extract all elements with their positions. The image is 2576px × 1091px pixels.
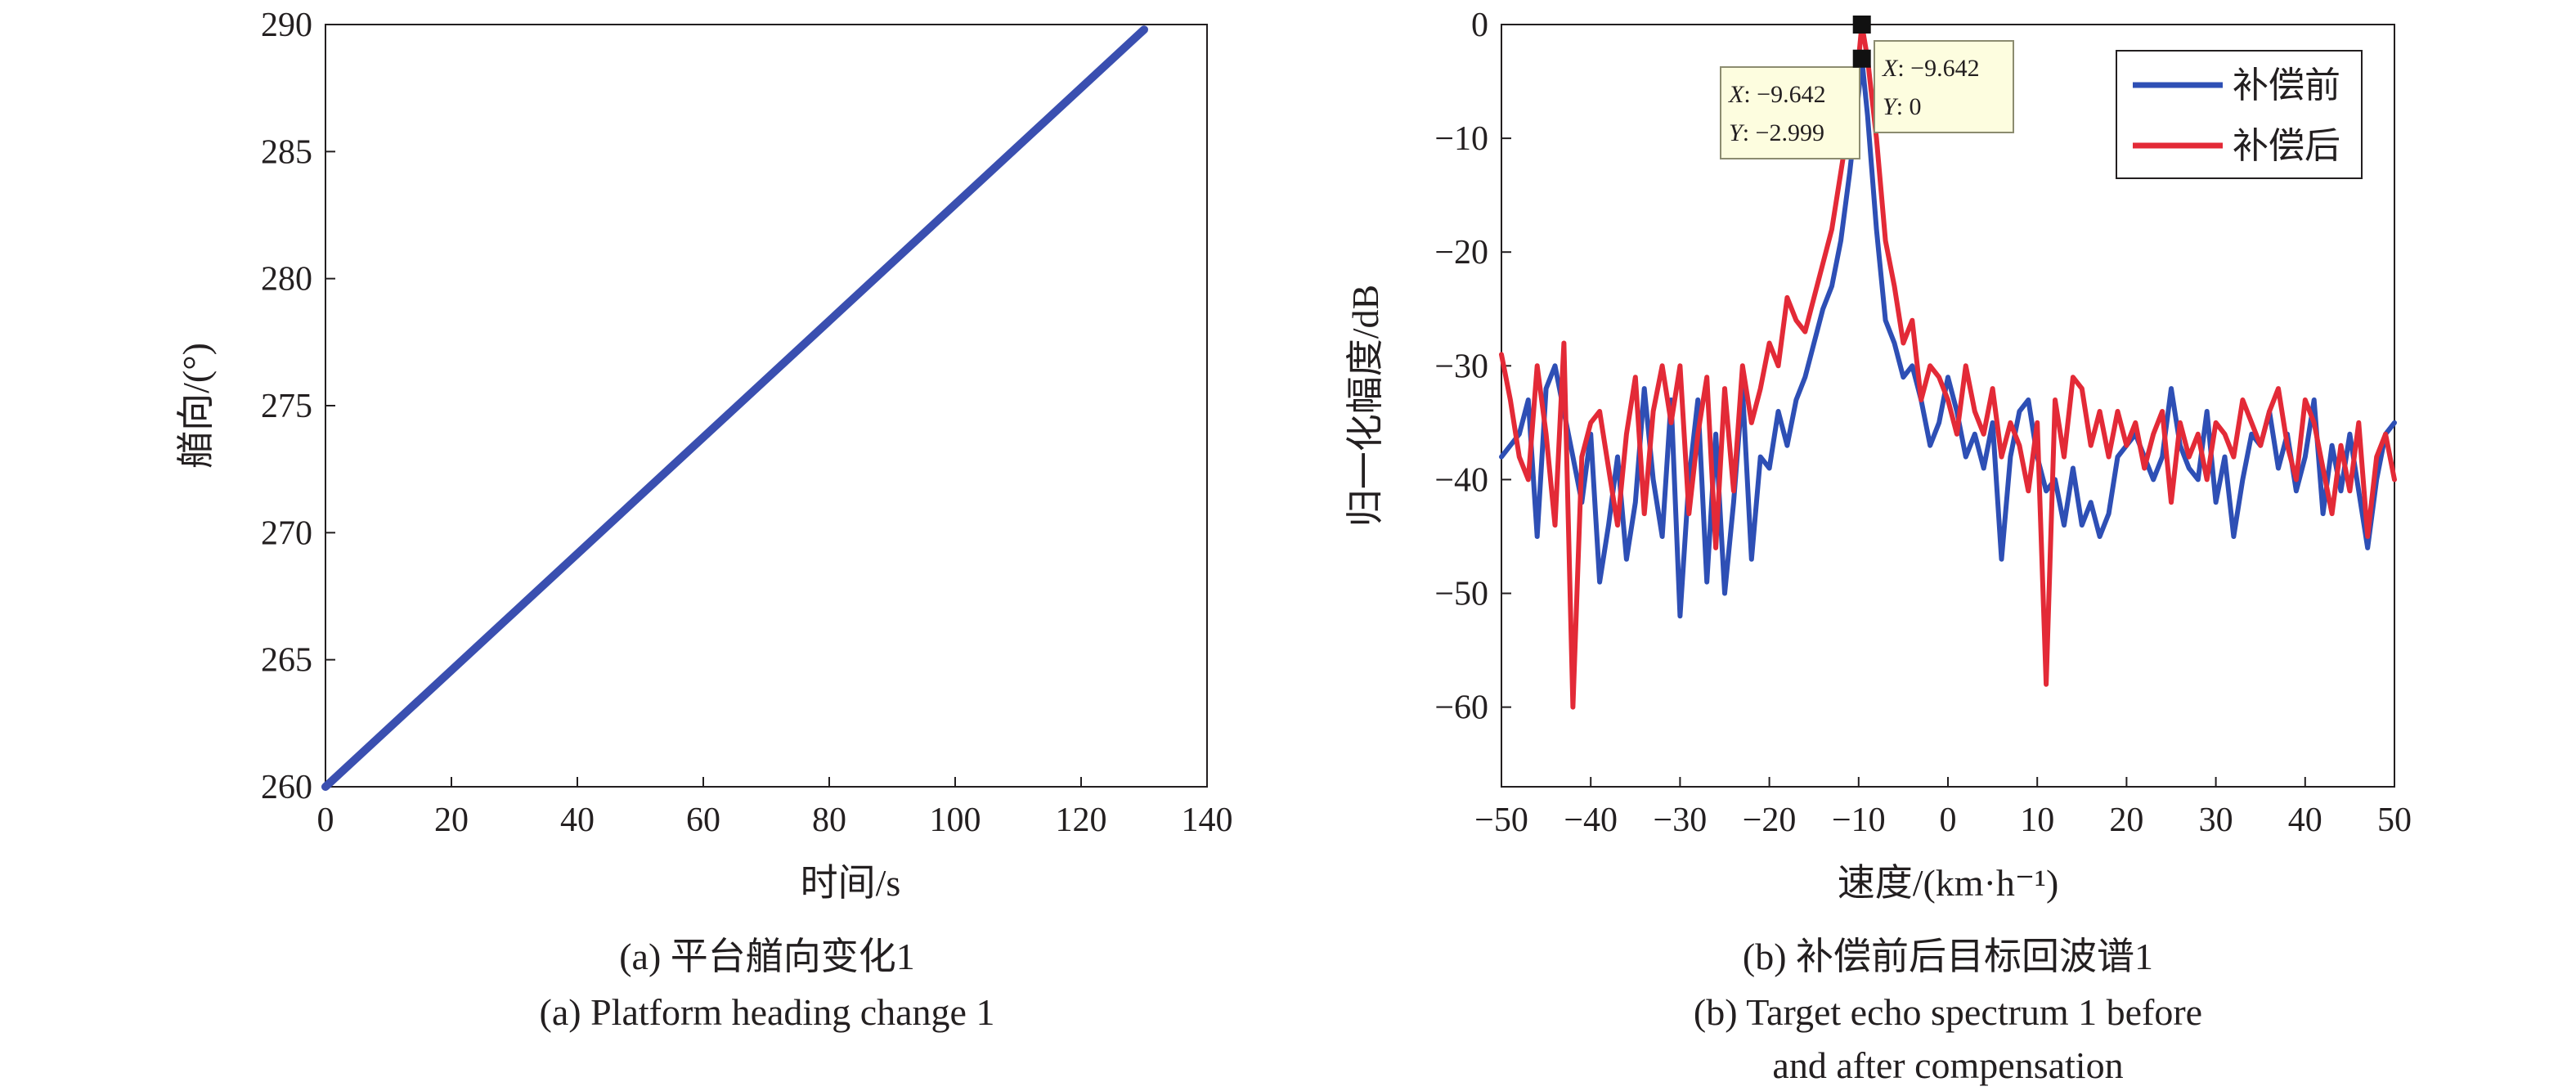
y-tick-label: 290 [261, 7, 312, 44]
y-tick-label: 265 [261, 642, 312, 680]
panel-a-x-axis-label: 时间/s [801, 862, 901, 904]
x-tick-label: 140 [1182, 801, 1233, 839]
x-tick-label: 50 [2377, 801, 2412, 839]
x-tick-label: 20 [2109, 801, 2143, 839]
panel-b-y-ticks: 0 −10 −20 −30 −40 −50 −60 [1434, 7, 1511, 727]
legend-label-before: 补偿前 [2233, 65, 2340, 106]
y-tick-label: −30 [1434, 348, 1488, 385]
panel-b-legend: 补偿前 补偿后 [2116, 50, 2363, 179]
y-tick-label: −50 [1434, 576, 1488, 613]
panel-b-series [1499, 22, 2397, 710]
panel-a-heading-chart: 260 265 270 275 280 285 290 0 20 40 60 80 100 120 140… [175, 7, 1233, 1033]
panel-b-x-axis-label: 速度/(km·h⁻¹) [1838, 862, 2059, 904]
panel-b-caption-zh: (b) 补偿前后目标回波谱1 [1743, 936, 2153, 977]
x-tick-label: −40 [1564, 801, 1618, 839]
panel-a-y-ticks: 260 265 270 275 280 285 290 [261, 7, 335, 806]
panel-b-x-ticks: −50 −40 −30 −20 −10 0 10 20 30 40 50 [1474, 777, 2412, 839]
y-tick-label: −40 [1434, 461, 1488, 499]
x-tick-label: 0 [1940, 801, 1957, 839]
y-tick-label: −20 [1434, 234, 1488, 272]
y-tick-label: 0 [1471, 7, 1488, 44]
panel-b-y-axis-label: 归一化幅度/dB [1344, 285, 1386, 527]
panel-b-caption-en-line2: and after compensation [1772, 1044, 2123, 1086]
x-tick-label: 40 [2288, 801, 2322, 839]
data-tip-marker [1852, 16, 1871, 34]
y-tick-label: −10 [1434, 120, 1488, 158]
legend-box [2116, 50, 2363, 179]
data-tip-x: X: −9.642 [1728, 81, 1826, 108]
x-tick-label: −30 [1654, 801, 1708, 839]
series-line-补偿后 [1499, 22, 2397, 710]
panel-b-data-tips: X: −9.642 Y: −2.999 X: −9.642 Y: 0 [1720, 16, 2014, 159]
x-tick-label: −50 [1474, 801, 1528, 839]
panel-a-series [321, 25, 1148, 791]
x-tick-label: −20 [1743, 801, 1797, 839]
data-tip-y: Y: −2.999 [1729, 119, 1824, 146]
y-tick-label: 260 [261, 769, 312, 806]
x-tick-label: 60 [686, 801, 720, 839]
x-tick-label: 30 [2199, 801, 2233, 839]
panel-b-caption-en-line1: (b) Target echo spectrum 1 before [1694, 991, 2202, 1033]
panel-a-y-axis-label: 艏向/(°) [175, 343, 217, 469]
data-tip-box [1874, 40, 2014, 133]
series-line-补偿前 [1499, 56, 2397, 619]
y-tick-label: 270 [261, 514, 312, 552]
x-tick-label: 0 [317, 801, 334, 839]
panel-b-spectrum-chart: 0 −10 −20 −30 −40 −50 −60 −50 −40 −30 −20 −10 0 10 20… [1344, 7, 2412, 1086]
series-line-series-0 [321, 25, 1148, 791]
y-tick-label: 285 [261, 133, 312, 171]
data-tip-y: Y: 0 [1883, 93, 1922, 120]
y-tick-label: −60 [1434, 689, 1488, 727]
y-tick-label: 275 [261, 388, 312, 425]
data-tip-box [1720, 66, 1860, 159]
x-tick-label: 20 [434, 801, 469, 839]
x-tick-label: −10 [1832, 801, 1886, 839]
x-tick-label: 120 [1056, 801, 1107, 839]
data-tip-x: X: −9.642 [1882, 55, 1980, 82]
panel-a-caption-en: (a) Platform heading change 1 [540, 991, 995, 1033]
data-tip-marker [1852, 49, 1871, 68]
panel-a-x-ticks: 0 20 40 60 80 100 120 140 [317, 777, 1233, 839]
x-tick-label: 80 [812, 801, 846, 839]
legend-label-after: 补偿后 [2233, 126, 2340, 166]
panel-a-caption-zh: (a) 平台艏向变化1 [619, 936, 915, 977]
x-tick-label: 40 [560, 801, 595, 839]
panel-a-plot-frame [325, 24, 1208, 788]
x-tick-label: 100 [930, 801, 981, 839]
x-tick-label: 10 [2020, 801, 2054, 839]
y-tick-label: 280 [261, 261, 312, 299]
